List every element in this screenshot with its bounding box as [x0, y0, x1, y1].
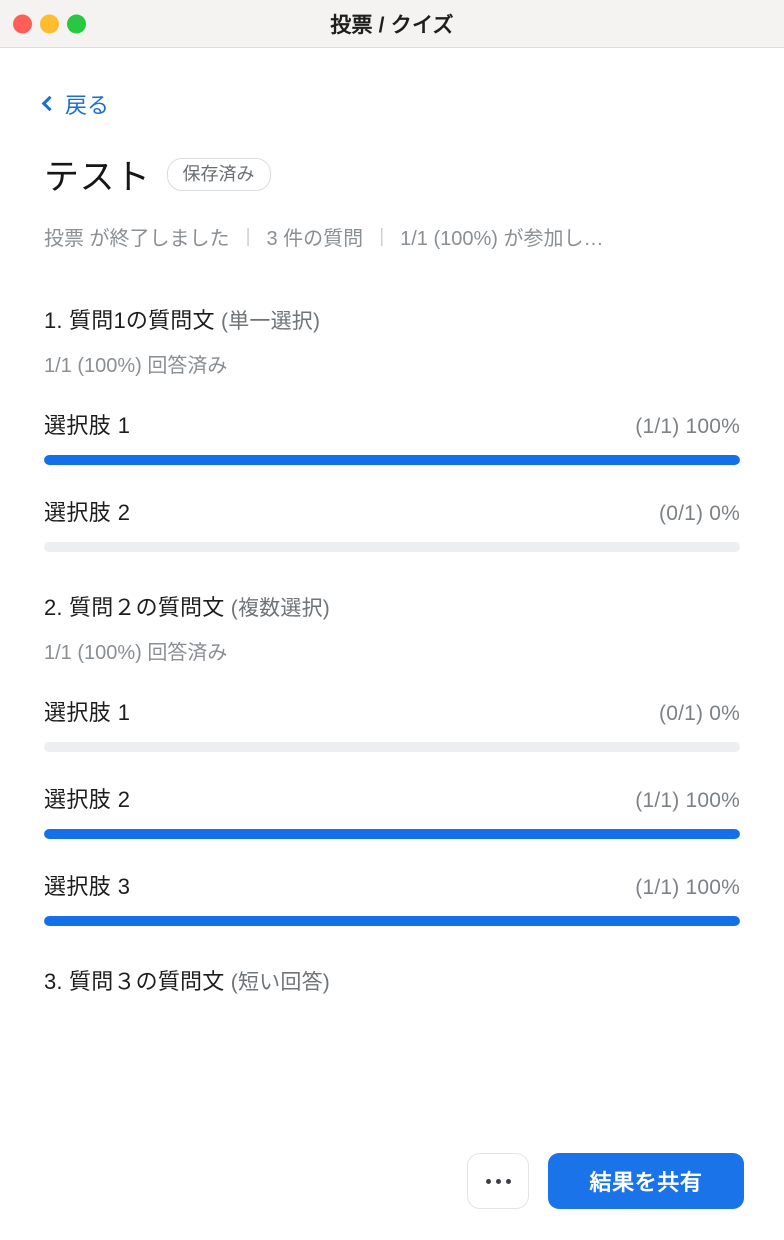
- poll-option-header: 選択肢 2 (0/1) 0%: [44, 495, 740, 527]
- poll-option-value: (1/1) 100%: [635, 415, 740, 438]
- page-title: テスト: [44, 158, 151, 197]
- poll-option-bar-fill: [44, 916, 740, 926]
- poll-meta: 投票 が終了しました | 3 件の質問 | 1/1 (100%) が参加し…: [44, 222, 740, 251]
- poll-option: 選択肢 1 (1/1) 100%: [44, 408, 740, 465]
- back-button[interactable]: 戻る: [41, 88, 110, 120]
- poll-option-header: 選択肢 1 (0/1) 0%: [44, 695, 740, 727]
- poll-option: 選択肢 2 (0/1) 0%: [44, 495, 740, 552]
- poll-option: 選択肢 2 (1/1) 100%: [44, 782, 740, 839]
- question-block: 2. 質問２の質問文 (複数選択) 1/1 (100%) 回答済み 選択肢 1 (0/…: [44, 590, 740, 926]
- poll-option-value: (0/1) 0%: [659, 502, 740, 525]
- question-title: 3. 質問３の質問文 (短い回答): [44, 964, 740, 996]
- maximize-window-icon[interactable]: [67, 14, 86, 33]
- questions-list: 1. 質問1の質問文 (単一選択) 1/1 (100%) 回答済み 選択肢 1 (1/…: [44, 303, 740, 996]
- status-badge: 保存済み: [166, 157, 271, 192]
- question-block: 1. 質問1の質問文 (単一選択) 1/1 (100%) 回答済み 選択肢 1 (1/…: [44, 303, 740, 552]
- poll-option-label: 選択肢 2: [44, 787, 131, 812]
- question-type-label: (単一選択): [221, 310, 321, 333]
- poll-option-header: 選択肢 2 (1/1) 100%: [44, 782, 740, 814]
- question-title-text: 2. 質問２の質問文: [44, 595, 225, 620]
- poll-option-label: 選択肢 2: [44, 500, 131, 525]
- poll-option-label: 選択肢 1: [44, 413, 131, 438]
- poll-option-bar-track: [44, 829, 740, 839]
- question-type-label: (短い回答): [230, 971, 330, 994]
- close-window-icon[interactable]: [13, 14, 32, 33]
- question-count-text: 3 件の質問: [266, 228, 364, 250]
- poll-option-value: (1/1) 100%: [635, 789, 740, 812]
- question-title-text: 3. 質問３の質問文: [44, 969, 225, 994]
- meta-separator-1: |: [245, 225, 251, 247]
- question-title: 1. 質問1の質問文 (単一選択): [44, 303, 740, 335]
- question-responded-count: 1/1 (100%) 回答済み: [44, 355, 228, 377]
- poll-option-bar-track: [44, 916, 740, 926]
- poll-option-value: (1/1) 100%: [635, 876, 740, 899]
- poll-option-label: 選択肢 3: [44, 874, 131, 899]
- window-titlebar: 投票 / クイズ: [0, 0, 784, 48]
- meta-separator-2: |: [379, 225, 385, 247]
- minimize-window-icon[interactable]: [40, 14, 59, 33]
- share-results-button[interactable]: 結果を共有: [548, 1153, 744, 1209]
- footer-actions: 結果を共有: [0, 1130, 784, 1240]
- question-block: 3. 質問３の質問文 (短い回答): [44, 964, 740, 996]
- poll-title-row: テスト 保存済み: [44, 149, 740, 200]
- poll-option-bar-fill: [44, 829, 740, 839]
- poll-option-bar-track: [44, 455, 740, 465]
- back-label: 戻る: [65, 93, 110, 118]
- more-options-button[interactable]: [467, 1153, 529, 1209]
- question-title-text: 1. 質問1の質問文: [44, 308, 215, 333]
- participation-text: 1/1 (100%) が参加し…: [400, 228, 604, 250]
- poll-content-scroll[interactable]: 戻る テスト 保存済み 投票 が終了しました | 3 件の質問 | 1/1 (1…: [0, 48, 784, 1130]
- poll-option-bar-track: [44, 542, 740, 552]
- question-type-label: (複数選択): [230, 597, 330, 620]
- poll-option: 選択肢 3 (1/1) 100%: [44, 869, 740, 926]
- poll-option-value: (0/1) 0%: [659, 702, 740, 725]
- poll-option-bar-track: [44, 742, 740, 752]
- poll-option-header: 選択肢 1 (1/1) 100%: [44, 408, 740, 440]
- poll-option-header: 選択肢 3 (1/1) 100%: [44, 869, 740, 901]
- window-title: 投票 / クイズ: [330, 13, 454, 37]
- poll-option: 選択肢 1 (0/1) 0%: [44, 695, 740, 752]
- question-title: 2. 質問２の質問文 (複数選択): [44, 590, 740, 622]
- ellipsis-icon: [485, 1178, 511, 1184]
- traffic-lights: [13, 14, 86, 33]
- poll-state-text: 投票 が終了しました: [44, 228, 230, 250]
- poll-option-label: 選択肢 1: [44, 700, 131, 725]
- question-responded-count: 1/1 (100%) 回答済み: [44, 642, 228, 664]
- poll-option-bar-fill: [44, 455, 740, 465]
- chevron-left-icon: [41, 95, 58, 112]
